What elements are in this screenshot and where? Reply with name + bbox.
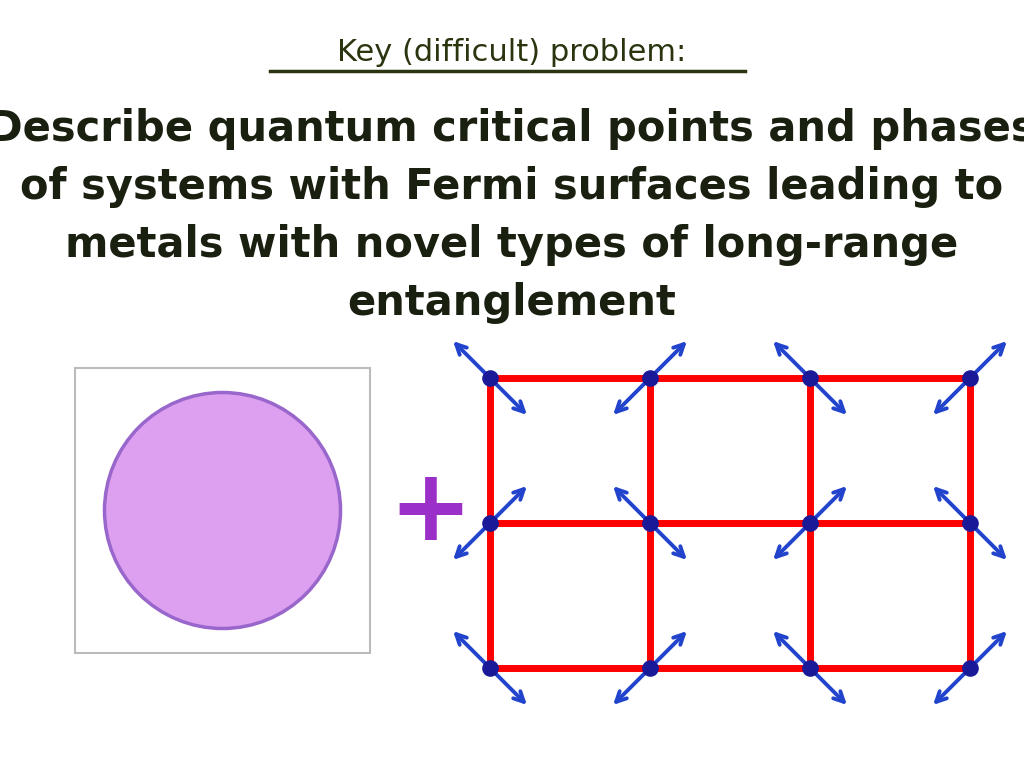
Bar xyxy=(75,368,370,653)
Text: entanglement: entanglement xyxy=(347,282,677,324)
Point xyxy=(802,372,818,384)
Point xyxy=(642,372,658,384)
Text: +: + xyxy=(388,465,472,561)
Point xyxy=(482,517,499,529)
Point xyxy=(802,662,818,674)
Text: Describe quantum critical points and phases: Describe quantum critical points and pha… xyxy=(0,108,1024,150)
Text: of systems with Fermi surfaces leading to: of systems with Fermi surfaces leading t… xyxy=(20,166,1004,208)
Point xyxy=(642,662,658,674)
Text: metals with novel types of long-range: metals with novel types of long-range xyxy=(66,224,958,266)
Point xyxy=(482,662,499,674)
Text: Key (difficult) problem:: Key (difficult) problem: xyxy=(337,38,687,67)
Point xyxy=(962,662,978,674)
Point xyxy=(642,517,658,529)
Point xyxy=(802,517,818,529)
Point xyxy=(962,517,978,529)
Circle shape xyxy=(104,392,341,628)
Point xyxy=(962,372,978,384)
Point xyxy=(482,372,499,384)
